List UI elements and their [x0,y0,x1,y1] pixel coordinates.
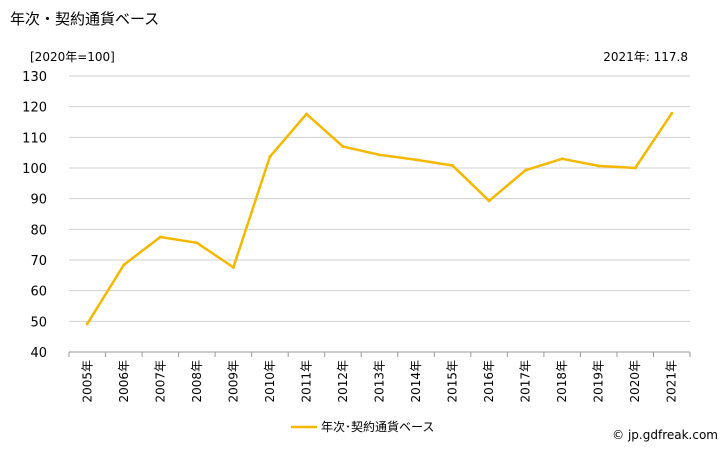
x-tick-label: 2009年 [226,360,240,403]
data-point [231,265,235,269]
series-line [86,112,673,326]
data-point [378,153,381,157]
data-point [487,199,491,203]
data-point [158,235,162,239]
x-tick-label: 2016年 [482,360,496,403]
x-tick-label: 2015年 [446,360,460,403]
x-tick-label: 2019年 [592,360,606,403]
y-tick-label: 90 [30,193,47,208]
data-point [304,112,308,116]
x-tick-label: 2013年 [373,360,387,403]
data-point [85,322,89,326]
x-tick-label: 2017年 [519,360,533,403]
x-tick-label: 2007年 [153,360,167,403]
x-tick-label: 2014年 [409,360,423,403]
data-point [560,157,564,161]
y-tick-label: 120 [22,101,47,116]
y-tick-label: 80 [30,223,47,238]
y-tick-label: 60 [30,285,47,300]
x-tick-label: 2010年 [263,360,277,403]
data-point [670,111,674,115]
latest-value-label: 2021年: 117.8 [603,50,688,64]
x-tick-label: 2018年 [555,360,569,403]
data-point [597,164,601,168]
page-title: 年次・契約通貨ベース [10,10,160,28]
y-tick-label: 70 [30,254,47,269]
x-tick-label: 2012年 [336,360,350,403]
data-point [633,166,637,170]
x-tick-label: 2008年 [190,360,204,403]
x-tick-label: 2005年 [80,360,94,403]
x-tick-label: 2011年 [299,360,313,403]
y-tick-label: 110 [22,131,47,146]
y-tick-label: 50 [30,315,47,330]
data-point [122,263,126,267]
data-point [268,155,272,159]
x-tick-label: 2021年 [665,360,679,403]
data-point [414,158,418,162]
x-tick-label: 2006年 [117,360,131,403]
y-tick-label: 130 [22,70,47,85]
data-point [341,145,345,149]
legend-label: 年次･契約通貨ベース [321,419,434,434]
data-point [524,168,528,172]
x-tick-label: 2020年 [628,360,642,403]
y-tick-label: 40 [30,346,47,361]
y-tick-label: 100 [22,162,47,177]
site-credit: © jp.gdfreak.com [612,428,718,442]
data-point [195,241,199,245]
unit-label: [2020年=100] [30,50,115,64]
data-point [451,164,455,168]
